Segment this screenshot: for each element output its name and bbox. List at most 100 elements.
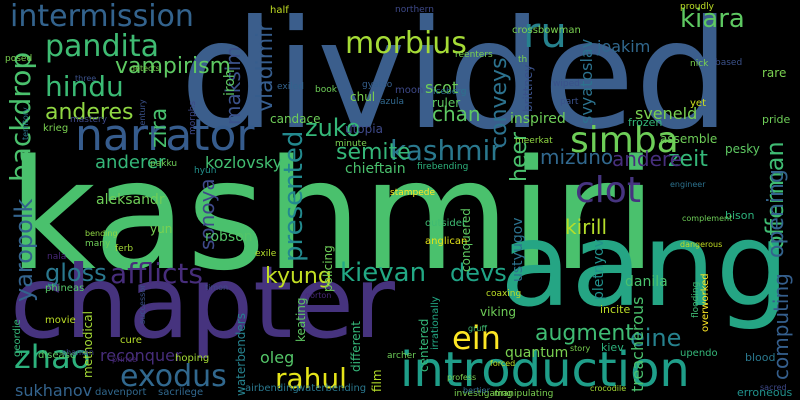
word: intermission	[10, 0, 194, 34]
word: th	[518, 55, 527, 65]
word: hoping	[175, 353, 209, 364]
word: bertier	[463, 386, 491, 395]
word: reconquer	[100, 346, 182, 365]
word: kashmir	[390, 134, 502, 167]
word: gruff	[468, 324, 487, 333]
word: posed	[5, 54, 32, 64]
word: nala	[47, 252, 66, 262]
word: ein	[452, 319, 501, 357]
word: kashmiri	[8, 127, 657, 304]
word: story	[570, 344, 590, 353]
word: firebending	[417, 162, 468, 172]
word: proudly	[680, 2, 715, 12]
word: hindu	[45, 70, 124, 103]
word: kirill	[565, 215, 607, 239]
word: successor	[138, 284, 147, 324]
word: clot	[575, 170, 641, 211]
word: norton	[305, 291, 331, 300]
word: century	[138, 99, 147, 130]
word: kiara	[680, 4, 745, 34]
word: divided	[180, 0, 730, 163]
word: pletnyov	[591, 239, 607, 300]
word: outsider	[425, 218, 467, 229]
word: vampirism	[115, 54, 231, 79]
word: treacherous	[628, 297, 647, 392]
word: brittney	[521, 65, 535, 112]
word: nick	[690, 59, 709, 69]
word: kiev	[601, 341, 624, 354]
word: sukhanov	[15, 381, 92, 400]
word: heer	[507, 131, 532, 182]
word: meerkat	[515, 136, 553, 146]
word: inspired	[510, 111, 566, 127]
word: pride	[762, 113, 791, 126]
word: scot	[425, 78, 458, 97]
word: waterbending	[297, 383, 366, 394]
word: exile	[255, 249, 277, 259]
word: exiled	[277, 82, 304, 92]
word: quantum	[505, 345, 568, 361]
word: minute	[335, 139, 367, 149]
word: afflicts	[110, 257, 203, 290]
word: zhao	[14, 338, 90, 376]
word: maksim	[221, 46, 245, 125]
word: bending	[85, 229, 118, 238]
word: ustyugov	[510, 217, 526, 282]
word: coaxing	[486, 289, 521, 299]
word: ferb	[115, 244, 133, 254]
word: pesky	[725, 142, 760, 156]
word: part	[560, 97, 579, 107]
word: yaropolk	[10, 198, 38, 302]
word: sveneld	[635, 104, 697, 123]
word: three	[75, 74, 96, 83]
word: mastery	[70, 115, 108, 125]
word: many	[85, 239, 111, 249]
word: cure	[120, 335, 142, 346]
word: kyung	[265, 264, 332, 289]
word: robson	[205, 229, 253, 245]
word: conquered	[459, 208, 473, 272]
word: backdrop	[4, 52, 37, 182]
word: zuko	[305, 114, 361, 142]
word: simba	[570, 120, 679, 161]
word: morbius	[345, 26, 467, 61]
word: waterbenders	[234, 313, 248, 396]
word: blood	[745, 351, 775, 364]
word: archer	[387, 351, 416, 361]
word: book	[315, 85, 338, 95]
word: chieftain	[345, 161, 406, 177]
word: chul	[350, 90, 375, 104]
word: presented	[279, 131, 309, 262]
word: zira	[147, 108, 172, 148]
word: bison	[725, 209, 754, 222]
word: viking	[480, 305, 516, 319]
word: kievan	[340, 258, 426, 288]
word: conveys	[487, 57, 512, 148]
word: oleg	[260, 348, 294, 367]
word: azula	[380, 97, 404, 107]
word: chapter	[10, 244, 396, 361]
word: frozen	[628, 116, 662, 129]
word: pakku	[150, 159, 177, 169]
word: engineer	[670, 180, 706, 189]
word: vladimir	[253, 22, 278, 112]
word: krieg	[43, 123, 68, 134]
word: ruler	[432, 96, 460, 110]
word: crocodile	[590, 384, 626, 393]
word: augment	[535, 321, 634, 346]
word: semite	[336, 140, 411, 165]
word: sonoya	[195, 178, 219, 250]
word: exodus	[120, 359, 227, 394]
word: anderes	[45, 100, 133, 125]
word: hyun	[194, 166, 216, 176]
word: yun	[150, 222, 172, 236]
word: crossbowman	[512, 25, 581, 36]
word: disease	[38, 350, 76, 361]
word: profess	[447, 373, 476, 382]
word: offerman	[761, 141, 789, 250]
word: sacred	[760, 383, 787, 392]
word: geordie	[12, 319, 23, 357]
word: anderer	[95, 152, 166, 173]
word: gloss	[45, 259, 107, 287]
